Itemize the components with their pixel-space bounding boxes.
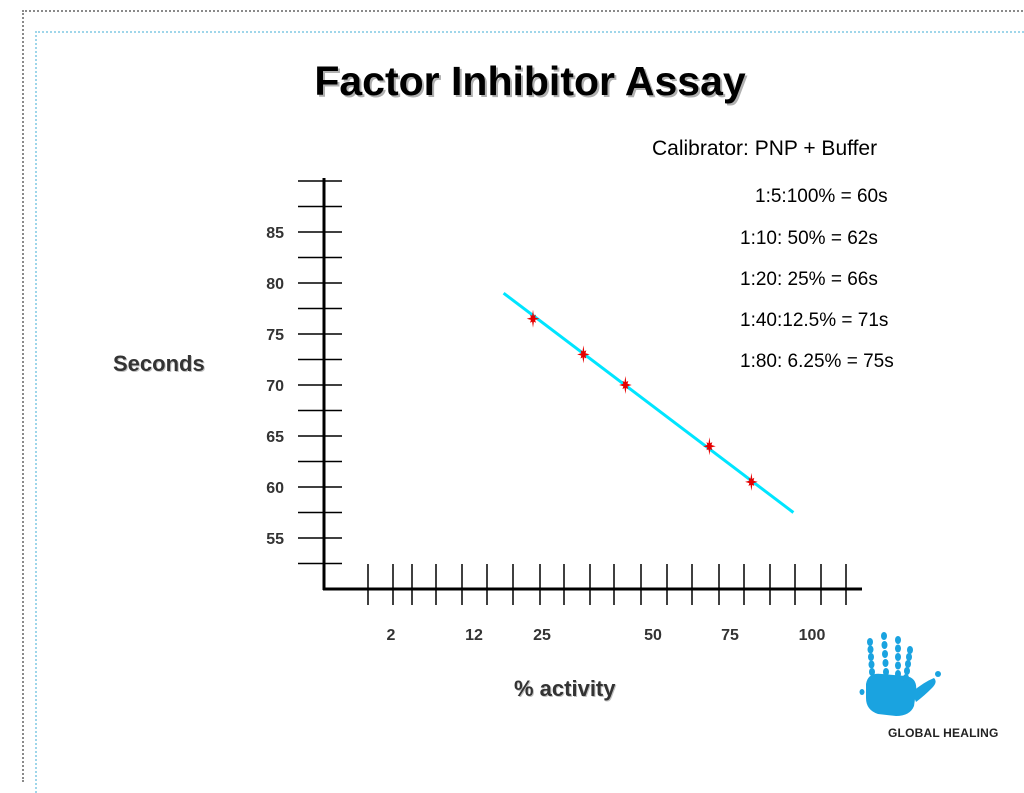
calibrator-line-5: 1:80: 6.25% = 75s	[740, 351, 894, 372]
y-tick-label: 60	[266, 480, 284, 497]
tick-marks	[298, 180, 847, 605]
x-tick-label: 2	[387, 627, 396, 644]
data-point	[745, 472, 758, 491]
data-points	[526, 309, 758, 491]
data-point	[577, 345, 590, 364]
x-tick-label: 100	[799, 627, 826, 644]
y-tick-label: 85	[266, 225, 284, 242]
data-point	[526, 309, 540, 328]
slide-inner-border	[35, 31, 1024, 793]
calibrator-line-3: 1:20: 25% = 66s	[740, 269, 878, 290]
calibrator-title: Calibrator: PNP + Buffer	[652, 137, 878, 160]
tick-labels: 55 60 65 70 75 80 85 2 12 25 50 75 100	[266, 225, 825, 644]
data-point	[703, 437, 716, 456]
x-tick-label: 12	[465, 627, 483, 644]
calibrator-line-1: 1:5:100% = 60s	[755, 186, 888, 207]
axes	[322, 178, 862, 591]
fit-line-layer	[502, 292, 795, 514]
x-tick-label: 50	[644, 627, 662, 644]
calibrator-line-4: 1:40:12.5% = 71s	[740, 310, 889, 331]
calibrator-line-2: 1:10: 50% = 62s	[740, 228, 878, 249]
scatter-chart: 55 60 65 70 75 80 85 2 12 25 50 75 100	[266, 178, 862, 644]
data-point	[619, 376, 632, 394]
y-axis-title: Seconds	[113, 351, 205, 376]
x-tick-label: 25	[533, 627, 551, 644]
x-axis-title: % activity	[514, 676, 616, 701]
fit-line	[502, 292, 795, 514]
y-tick-label: 80	[266, 276, 284, 293]
y-tick-label: 65	[266, 429, 284, 446]
y-tick-label: 55	[266, 531, 284, 548]
global-healing-hand-icon	[859, 632, 941, 716]
logo-text: GLOBAL HEALING	[888, 726, 999, 740]
y-tick-label: 70	[266, 378, 284, 395]
y-tick-label: 75	[266, 327, 284, 344]
slide-title: Factor Inhibitor Assay	[314, 58, 746, 104]
x-tick-label: 75	[721, 627, 739, 644]
slide-outer-border	[22, 10, 1024, 782]
